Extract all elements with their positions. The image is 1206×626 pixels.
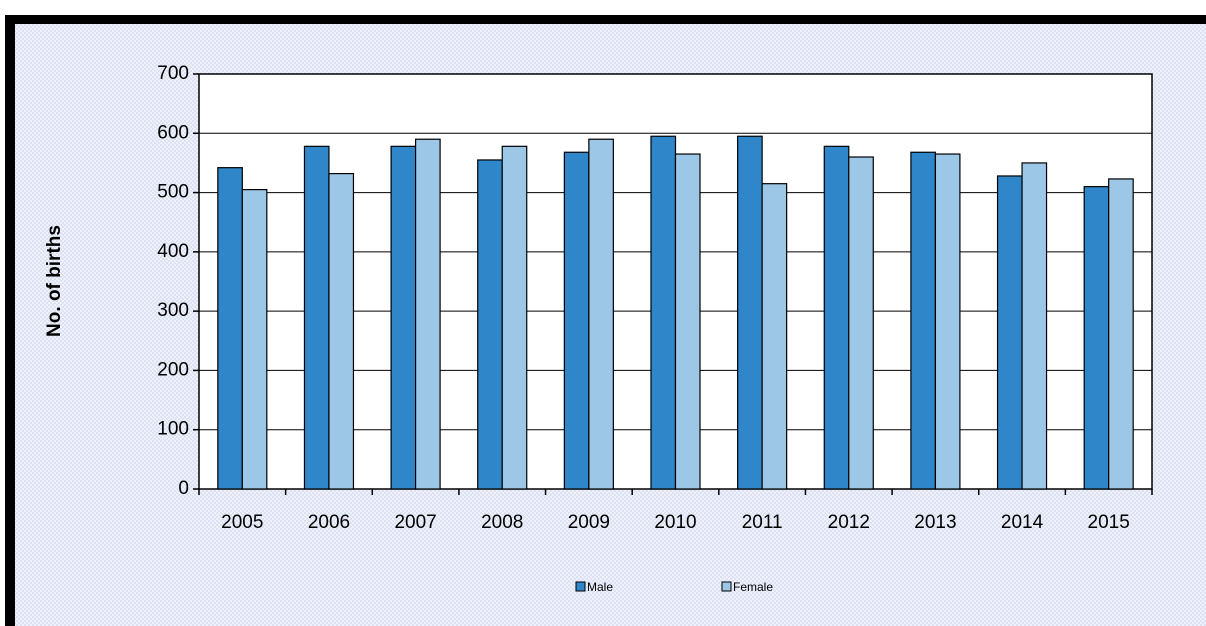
bar-male-2013 <box>910 151 937 490</box>
bar-male-2010 <box>650 135 677 490</box>
chart-border-top <box>5 15 1206 24</box>
x-tick-label: 2009 <box>568 512 610 533</box>
bar-female-2010 <box>674 153 701 490</box>
y-tick-labels: 0 100 200 300 400 500 600 700 <box>157 63 189 499</box>
bar-male-2005 <box>217 167 243 490</box>
bar-female-2011 <box>761 183 788 490</box>
y-tick-label: 600 <box>157 122 189 143</box>
axes <box>193 73 1153 495</box>
legend-swatch-female <box>721 581 732 592</box>
legend-swatch-male <box>575 581 586 592</box>
y-axis-title: No. of births <box>44 225 65 337</box>
y-tick-label: 200 <box>157 359 189 380</box>
bar-female-2009 <box>588 138 614 490</box>
bar-male-2011 <box>737 135 763 490</box>
legend: Male Female <box>575 580 773 594</box>
bar-female-2008 <box>501 145 528 490</box>
bar-female-2013 <box>934 153 961 490</box>
y-tick-label: 400 <box>157 241 189 262</box>
legend-label-female: Female <box>733 580 773 594</box>
y-tick-label: 0 <box>178 478 189 499</box>
x-tick-label: 2011 <box>742 512 783 533</box>
bar-female-2015 <box>1108 178 1134 490</box>
bar-male-2014 <box>996 175 1023 490</box>
bar-male-2007 <box>390 145 417 490</box>
chart-border-left <box>5 15 15 626</box>
bar-female-2012 <box>848 156 874 490</box>
legend-label-male: Male <box>587 580 613 594</box>
bar-male-2015 <box>1083 186 1110 490</box>
x-tick-label: 2013 <box>914 512 956 533</box>
x-tick-label: 2014 <box>1001 512 1044 533</box>
bar-female-2006 <box>328 173 355 490</box>
bar-female-2005 <box>241 189 268 490</box>
x-tick-label: 2007 <box>394 512 436 533</box>
bar-male-2012 <box>823 145 850 490</box>
y-tick-label: 500 <box>157 182 189 203</box>
x-tick-label: 2010 <box>654 512 696 533</box>
bars <box>217 135 1134 490</box>
bar-male-2009 <box>563 151 590 490</box>
x-tick-labels: 2005 2006 2007 2008 2009 2010 2011 2012 2013 2014… <box>221 512 1130 533</box>
x-tick-label: 2008 <box>481 512 523 533</box>
bar-male-2008 <box>477 159 503 490</box>
x-tick-label: 2012 <box>828 512 870 533</box>
x-tick-label: 2005 <box>221 512 263 533</box>
x-tick-label: 2015 <box>1088 512 1130 533</box>
bar-male-2006 <box>303 145 330 490</box>
y-tick-label: 700 <box>157 63 189 84</box>
x-tick-label: 2006 <box>308 512 350 533</box>
y-tick-label: 300 <box>157 300 189 321</box>
bar-female-2014 <box>1021 162 1048 490</box>
bar-female-2007 <box>414 138 441 490</box>
y-tick-label: 100 <box>157 419 189 440</box>
